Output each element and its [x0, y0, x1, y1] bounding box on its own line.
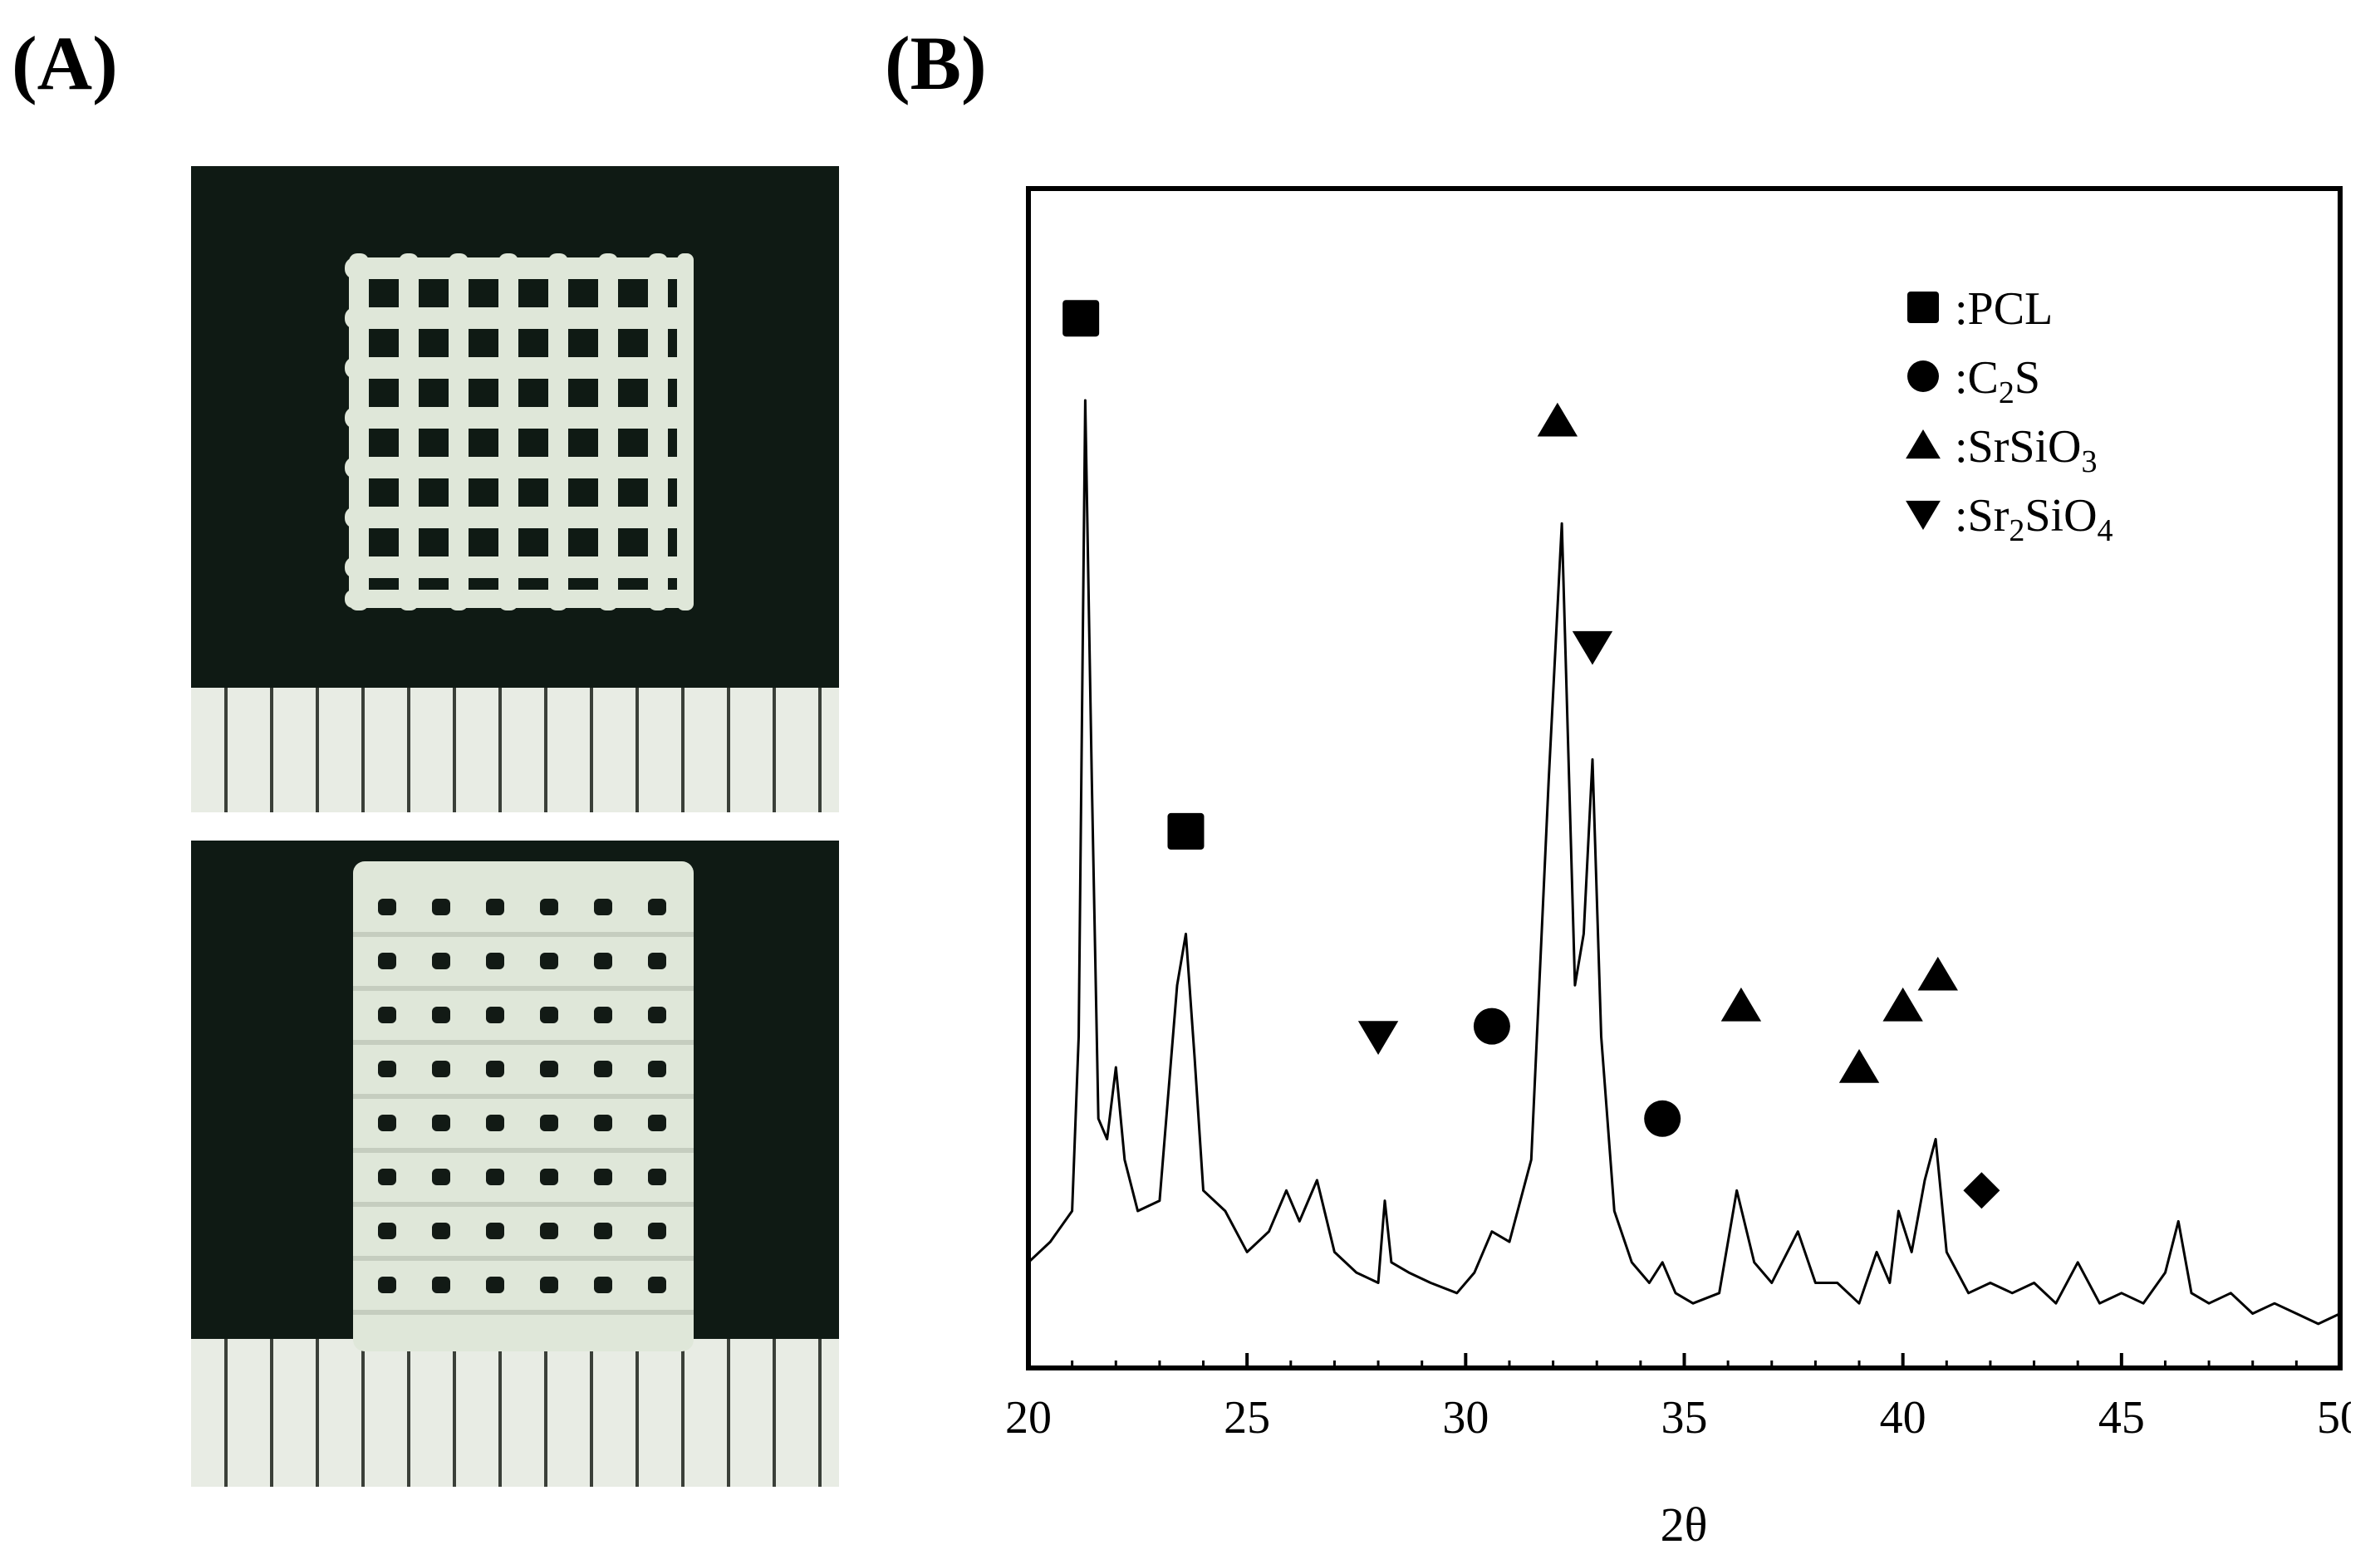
peak-marker-triangle-up — [1917, 956, 1958, 991]
peak-marker-circle — [1644, 1100, 1681, 1137]
peak-marker-circle — [1473, 1008, 1510, 1045]
scaffold-photo-top — [191, 166, 839, 812]
peak-marker-triangle-down — [1572, 630, 1613, 665]
peak-marker-triangle-up — [1882, 987, 1923, 1022]
x-axis-label: 2θ — [1661, 1498, 1708, 1552]
panel-a-label: (A) — [12, 21, 118, 105]
legend-entry-label: :PCL — [1955, 283, 2053, 335]
peak-markers-group — [1062, 300, 2000, 1209]
legend-marker-triangle-up — [1906, 429, 1941, 459]
peak-marker-triangle-down — [1357, 1021, 1399, 1055]
legend-marker-triangle-down — [1906, 500, 1941, 530]
x-axis: 20 25 30 35 40 45 50 — [1005, 1353, 2351, 1444]
panel-b-label: (B) — [885, 21, 987, 105]
peak-marker-triangle-up — [1537, 402, 1578, 437]
legend-entry-label: :C2S — [1955, 352, 2040, 410]
legend-entry-label: :SrSiO3 — [1955, 421, 2098, 479]
xrd-pattern-line — [1027, 399, 2341, 1326]
legend-marker-circle — [1907, 360, 1939, 392]
x-tick-label: 25 — [1224, 1392, 1270, 1444]
x-tick-label: 30 — [1442, 1392, 1489, 1444]
peak-marker-triangle-up — [1838, 1049, 1880, 1083]
xrd-chart: 20 25 30 35 40 45 50 2θ :PCL :C2S :SrSiO3 :Sr2SiO… — [1005, 186, 2351, 1552]
x-tick-label: 50 — [2317, 1392, 2351, 1444]
x-tick-label: 20 — [1005, 1392, 1052, 1444]
peak-marker-diamond — [1963, 1172, 2000, 1209]
x-tick-label: 40 — [1880, 1392, 1926, 1444]
x-tick-label: 45 — [2098, 1392, 2145, 1444]
peak-marker-square — [1167, 812, 1205, 850]
legend-marker-square — [1907, 292, 1939, 323]
peak-marker-square — [1062, 300, 1100, 337]
peak-marker-triangle-up — [1720, 987, 1762, 1022]
scaffold-photo-bottom — [191, 841, 839, 1487]
plot-frame — [1026, 186, 2343, 1370]
x-tick-label: 35 — [1661, 1392, 1708, 1444]
plot-series-group — [1027, 399, 2341, 1326]
legend-entry-label: :Sr2SiO4 — [1955, 490, 2113, 548]
legend: :PCL :C2S :SrSiO3 :Sr2SiO4 — [1906, 283, 2113, 548]
